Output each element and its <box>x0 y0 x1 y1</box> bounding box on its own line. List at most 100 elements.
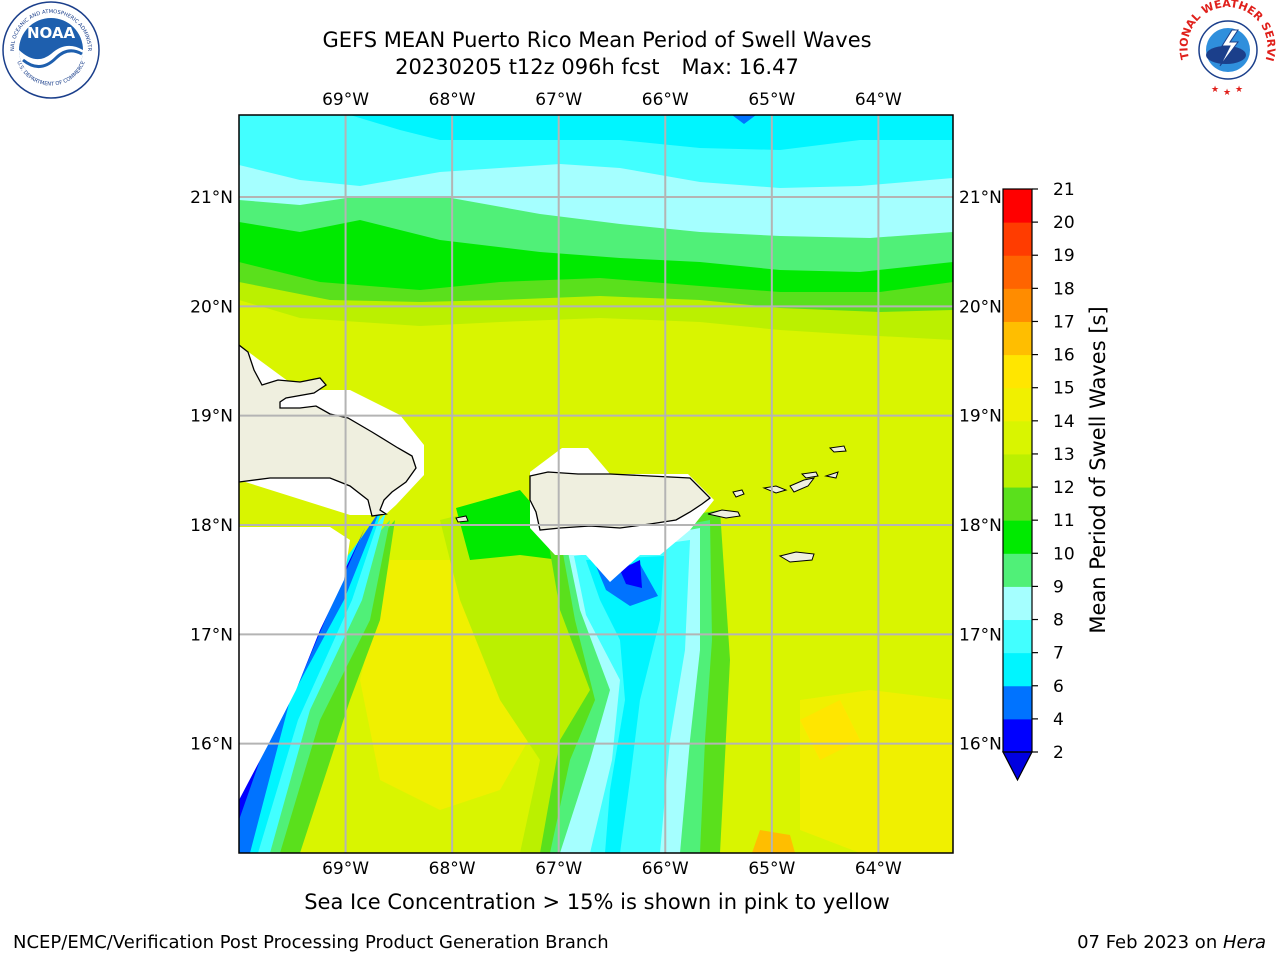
land-islet-virgin-gorda <box>800 471 819 479</box>
noaa-logo-text: NOAA <box>27 24 76 42</box>
footer-date: 07 Feb 2023 on Hera <box>1077 932 1266 953</box>
lat-tick-label-left: 20°N <box>190 297 233 317</box>
lon-tick-label-bottom: 64°W <box>855 859 902 879</box>
field-band-6-7-south <box>586 556 664 853</box>
colorbar-tick-label: 14 <box>1053 412 1075 432</box>
field-band-6-7-west <box>242 510 382 853</box>
colorbar-tick-label: 17 <box>1053 312 1075 332</box>
forecast-run: 20230205 t12z 096h fcst <box>395 55 660 79</box>
footer-machine: Hera <box>1222 932 1266 953</box>
colorbar-segment <box>1003 420 1032 455</box>
gridlines <box>239 115 953 853</box>
lon-ticks-top: 69°W 68°W 67°W 66°W 65°W 64°W <box>322 90 902 110</box>
colorbar-tick-label: 12 <box>1053 478 1075 498</box>
lon-tick-label-bottom: 65°W <box>748 859 795 879</box>
footer-date-text: 07 Feb 2023 on <box>1077 932 1223 953</box>
colorbar-segment <box>1003 387 1032 422</box>
lon-tick-label-bottom: 68°W <box>429 859 476 879</box>
colorbar-tick-label: 13 <box>1053 445 1075 465</box>
svg-text:★: ★ <box>1223 88 1231 98</box>
sea-ice-note: Sea Ice Concentration > 15% is shown in … <box>304 890 890 914</box>
lat-tick-label-right: 19°N <box>959 407 1002 427</box>
lat-tick-label-right: 17°N <box>959 625 1002 645</box>
colorbar-tick-label: 4 <box>1053 710 1064 730</box>
colorbar-label: Mean Period of Swell Waves [s] <box>1086 306 1110 634</box>
swell-period-field <box>239 115 953 853</box>
lat-tick-label-left: 18°N <box>190 516 233 536</box>
colorbar: 21 20 19 18 17 16 15 14 13 12 11 10 9 8 7 6 4 2 <box>1002 180 1075 782</box>
lon-tick-label-top: 67°W <box>535 90 582 110</box>
colorbar-segment <box>1003 718 1032 753</box>
lon-ticks-bottom: 69°W 68°W 67°W 66°W 65°W 64°W <box>322 859 902 879</box>
field-band-2-4-south <box>620 560 642 588</box>
colorbar-tick-label: 7 <box>1053 644 1064 664</box>
colorbar-segment <box>1003 553 1032 587</box>
colorbar-segment <box>1003 487 1032 521</box>
svg-text:★: ★ <box>1211 85 1219 95</box>
lon-tick-label-bottom: 67°W <box>535 859 582 879</box>
lon-tick-label-top: 64°W <box>855 90 902 110</box>
colorbar-segment <box>1003 652 1032 687</box>
colorbar-tick-label: 11 <box>1053 511 1075 531</box>
lat-tick-label-left: 21°N <box>190 188 233 208</box>
colorbar-frame <box>1002 188 1033 753</box>
noaa-logo: NOAA NATIONAL OCEANIC AND ATMOSPHERIC AD… <box>0 0 100 99</box>
colorbar-tick-label: 8 <box>1053 611 1064 631</box>
colorbar-segment <box>1003 321 1032 356</box>
lon-tick-label-top: 66°W <box>642 90 689 110</box>
lat-ticks-left: 21°N 20°N 19°N 18°N 17°N 16°N <box>190 188 233 755</box>
colorbar-tick-label: 10 <box>1053 544 1075 564</box>
land-islet-anegada <box>824 471 839 479</box>
field-band-15-16-patch <box>800 700 860 760</box>
max-value: Max: 16.47 <box>681 55 799 79</box>
colorbar-tick-label: 20 <box>1053 213 1075 233</box>
colorbar-segment <box>1003 288 1032 322</box>
colorbar-segment <box>1003 453 1032 488</box>
colorbar-tick-label: 9 <box>1053 577 1064 597</box>
lon-tick-label-bottom: 66°W <box>642 859 689 879</box>
land-islet-vieques <box>707 509 741 519</box>
lon-tick-label-top: 65°W <box>748 90 795 110</box>
lat-tick-label-left: 16°N <box>190 735 233 755</box>
forecast-run-line: 20230205 t12z 096h fcst Max: 16.47 <box>240 54 954 80</box>
land-islet-sombrero <box>828 445 847 453</box>
svg-text:★: ★ <box>1235 85 1243 95</box>
colorbar-tick-label: 2 <box>1053 743 1064 763</box>
nodata-hispaniola-south <box>239 527 350 800</box>
field-band-6-7-north <box>350 115 953 150</box>
lat-tick-label-right: 18°N <box>959 516 1002 536</box>
land-islet-tortola <box>789 477 816 493</box>
colorbar-tick-label: 18 <box>1053 279 1075 299</box>
colorbar-tick-label: 6 <box>1053 677 1064 697</box>
colorbar-segment <box>1003 255 1032 289</box>
footer-branch: NCEP/EMC/Verification Post Processing Pr… <box>13 932 609 953</box>
colorbar-extend-min <box>1002 751 1033 782</box>
colorbar-segment <box>1003 685 1032 720</box>
land-islet-culebra <box>732 489 745 498</box>
field-band-4-6-north <box>732 115 756 124</box>
map-title: GEFS MEAN Puerto Rico Mean Period of Swe… <box>322 28 872 52</box>
colorbar-tick-label: 21 <box>1053 180 1075 200</box>
colorbar-segment <box>1003 586 1032 621</box>
colorbar-tick-label: 16 <box>1053 346 1075 366</box>
colorbar-segment <box>1003 189 1032 223</box>
lat-tick-label-right: 16°N <box>959 735 1002 755</box>
colorbar-tick-label: 19 <box>1053 246 1075 266</box>
lat-tick-label-left: 17°N <box>190 625 233 645</box>
lat-ticks-right: 21°N 20°N 19°N 18°N 17°N 16°N <box>959 188 1002 755</box>
colorbar-tick-label: 15 <box>1053 379 1075 399</box>
lat-tick-label-right: 20°N <box>959 297 1002 317</box>
land-islet-st-croix <box>778 551 815 563</box>
map-frame <box>238 114 954 854</box>
nws-logo: NATIONAL WEATHER SERVICE ★★★ <box>1176 0 1278 98</box>
lon-tick-label-top: 69°W <box>322 90 369 110</box>
field-band-15-16-bottom <box>752 830 795 853</box>
colorbar-segment <box>1003 520 1032 554</box>
colorbar-segment <box>1003 354 1032 389</box>
lat-tick-label-right: 21°N <box>959 188 1002 208</box>
colorbar-segment <box>1003 222 1032 256</box>
land-islet-west <box>455 515 469 523</box>
colorbar-segment <box>1003 619 1032 654</box>
lat-tick-label-left: 19°N <box>190 407 233 427</box>
